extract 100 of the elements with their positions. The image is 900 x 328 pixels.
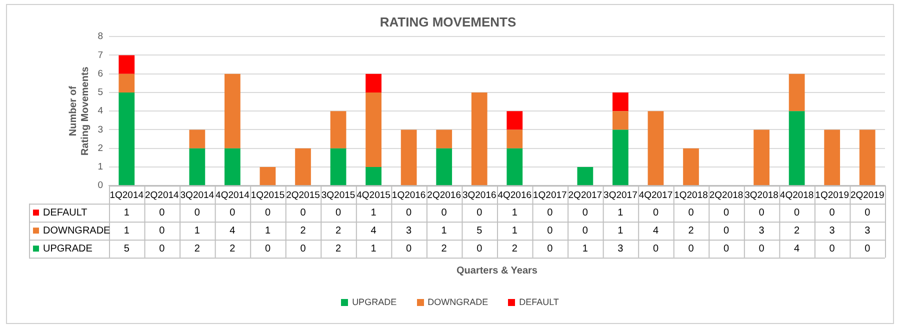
data-label: 0	[829, 243, 836, 254]
data-label: 0	[652, 243, 659, 254]
data-label: 2	[300, 225, 306, 236]
x-tick-label: 3Q2014	[180, 190, 214, 201]
legend-label: DEFAULT	[43, 207, 88, 218]
data-label: 0	[300, 243, 306, 254]
data-label: 0	[406, 243, 412, 254]
bar	[612, 92, 628, 112]
bar	[330, 111, 346, 148]
data-label: 5	[476, 225, 483, 236]
data-label: 0	[829, 207, 836, 218]
bar	[330, 148, 346, 186]
data-label: 0	[406, 207, 412, 218]
data-label: 4	[794, 243, 800, 254]
data-label: 0	[582, 225, 588, 236]
bar	[577, 166, 594, 186]
text: Quarters & Years	[456, 265, 538, 276]
data-label: 3	[829, 225, 836, 236]
data-label: 0	[264, 243, 271, 254]
data-label: 1	[441, 225, 448, 236]
data-label: 1	[124, 225, 130, 236]
data-label: 0	[723, 225, 730, 236]
x-tick-label: 4Q2014	[216, 190, 250, 201]
bar	[189, 148, 206, 186]
data-label: 0	[547, 243, 554, 254]
data-label: 1	[124, 207, 130, 218]
data-label: 0	[476, 243, 483, 254]
y-tick-label: 5	[98, 87, 103, 98]
data-label: 0	[723, 207, 730, 218]
x-tick-label: 4Q2015	[356, 190, 390, 201]
x-tick-label: 2Q2014	[145, 190, 179, 201]
data-label: 0	[547, 225, 554, 236]
x-tick-label: 2Q2018	[709, 190, 744, 201]
bar	[400, 130, 417, 186]
data-label: 0	[441, 207, 448, 218]
data-label: 3	[406, 225, 412, 236]
data-label: 0	[159, 225, 166, 236]
bar	[118, 74, 135, 92]
bar	[224, 148, 240, 186]
bar	[506, 148, 523, 186]
bar	[118, 55, 135, 74]
y-tick-label: 2	[98, 142, 103, 154]
bar	[436, 148, 452, 186]
data-label: 1	[582, 243, 588, 254]
data-label: 2	[688, 225, 694, 236]
bar	[859, 130, 876, 186]
y-tick-label: 1	[98, 162, 103, 173]
data-label: 2	[512, 243, 518, 254]
data-label: 3	[618, 243, 624, 254]
data-label: 4	[652, 225, 659, 236]
data-label: 0	[582, 207, 588, 218]
bar	[612, 111, 628, 130]
data-label: 0	[864, 207, 871, 218]
x-tick-label: 3Q2018	[744, 190, 778, 201]
x-tick-label: 2Q2017	[568, 190, 602, 201]
x-tick-label: 4Q2016	[498, 190, 532, 201]
bar	[295, 148, 311, 186]
bar	[118, 92, 135, 186]
data-label: 2	[194, 243, 200, 254]
bar	[788, 74, 805, 112]
data-label: 2	[335, 243, 342, 254]
x-tick-label: 4Q2018	[780, 190, 814, 201]
x-tick-label: 1Q2014	[110, 190, 144, 201]
data-label: 1	[194, 225, 200, 236]
bar	[471, 92, 488, 186]
data-label: 2	[441, 243, 448, 254]
data-label: 2	[794, 225, 800, 236]
text: DOWNGRADE	[428, 297, 488, 307]
bar	[683, 148, 699, 186]
bar	[366, 92, 382, 167]
y-tick-label: 3	[98, 124, 103, 136]
bar	[648, 111, 664, 186]
x-tick-label: 1Q2015	[250, 190, 285, 201]
data-label: 0	[194, 207, 200, 218]
y-tick-label: 7	[98, 50, 103, 61]
x-tick-label: 2Q2016	[427, 190, 461, 201]
bar	[506, 130, 523, 148]
bar	[366, 74, 382, 92]
data-label: 4	[370, 225, 377, 236]
bar	[224, 74, 240, 148]
data-label: 3	[758, 225, 765, 236]
legend-label: DOWNGRADE	[43, 225, 111, 236]
data-label: 0	[652, 207, 659, 218]
chart-title: RATING MOVEMENTS	[380, 14, 516, 30]
data-label: 0	[335, 207, 342, 218]
data-label: 1	[264, 225, 271, 236]
data-label: 0	[547, 207, 554, 218]
x-tick-label: 3Q2017	[604, 190, 638, 201]
data-label: 0	[723, 243, 730, 254]
data-label: 5	[124, 243, 130, 254]
data-label: 1	[370, 243, 377, 254]
y-axis-title: Number of Rating Movements	[68, 66, 91, 156]
data-label: 0	[864, 243, 871, 254]
data-label: 4	[230, 225, 236, 236]
x-tick-label: 1Q2018	[674, 190, 708, 201]
data-label: 1	[512, 225, 518, 236]
y-tick-label: 4	[98, 106, 103, 117]
data-label: 0	[159, 243, 166, 254]
data-label: 0	[159, 207, 166, 218]
text: DEFAULT	[519, 297, 559, 307]
